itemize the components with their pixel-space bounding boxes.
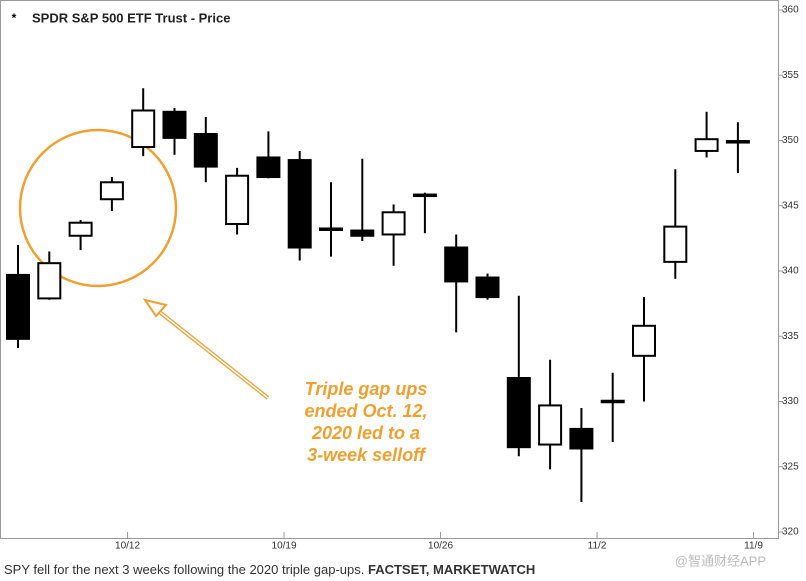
annotation: 2020 led to a — [311, 423, 420, 443]
y-tick-label: 335 — [782, 331, 799, 342]
candle-body — [381, 211, 406, 236]
caption-source: FACTSET, MARKETWATCH — [368, 562, 535, 577]
y-tick-label: 345 — [782, 200, 799, 211]
candle-body — [99, 181, 124, 201]
candle-body — [569, 427, 594, 450]
candle-body — [193, 132, 218, 168]
y-tick-label: 355 — [782, 70, 799, 81]
candle-body — [632, 324, 656, 357]
x-tick-label: 10/19 — [272, 541, 297, 552]
plot-border — [0, 0, 779, 539]
candle-body — [663, 225, 688, 263]
candle-body — [600, 399, 625, 404]
candle-body — [256, 156, 281, 179]
candle-body — [68, 221, 93, 237]
candle-body — [412, 193, 437, 198]
candle-body — [725, 140, 750, 144]
chart-title: SPDR S&P 500 ETF Trust - Price — [32, 10, 230, 25]
x-tick-label: 11/2 — [588, 541, 607, 552]
y-tick-label: 360 — [782, 5, 799, 16]
candle-body — [319, 227, 343, 231]
caption: SPY fell for the next 3 weeks following … — [4, 562, 535, 577]
title-marker: * — [12, 11, 17, 25]
candle-body — [162, 110, 187, 139]
annotation: Triple gap ups — [305, 379, 428, 399]
x-tick-label: 10/26 — [428, 541, 453, 552]
annotation: ended Oct. 12, — [304, 401, 427, 421]
candle-body — [475, 276, 500, 299]
x-tick-label: 11/9 — [744, 541, 763, 552]
annotation: 3-week selloff — [307, 445, 427, 465]
candle-body — [506, 377, 531, 449]
y-tick-label: 320 — [782, 527, 799, 538]
candle-body — [350, 229, 375, 237]
arrow — [142, 298, 270, 400]
y-tick-label: 350 — [782, 135, 799, 146]
candle-body — [694, 138, 719, 152]
candle-body — [6, 273, 30, 340]
y-tick-label: 325 — [782, 461, 799, 472]
y-tick-label: 330 — [782, 396, 799, 407]
candle-body — [225, 174, 250, 226]
x-tick-label: 10/12 — [115, 541, 140, 552]
y-tick-label: 340 — [782, 266, 799, 277]
caption-text: SPY fell for the next 3 weeks following … — [4, 562, 368, 577]
candle-body — [444, 246, 469, 283]
candle-body — [538, 404, 563, 446]
highlight-circle — [18, 128, 178, 288]
candle-body — [287, 159, 312, 249]
candle-body — [37, 262, 62, 300]
candle-body — [131, 109, 156, 149]
watermark: @智通财经APP — [675, 553, 766, 568]
